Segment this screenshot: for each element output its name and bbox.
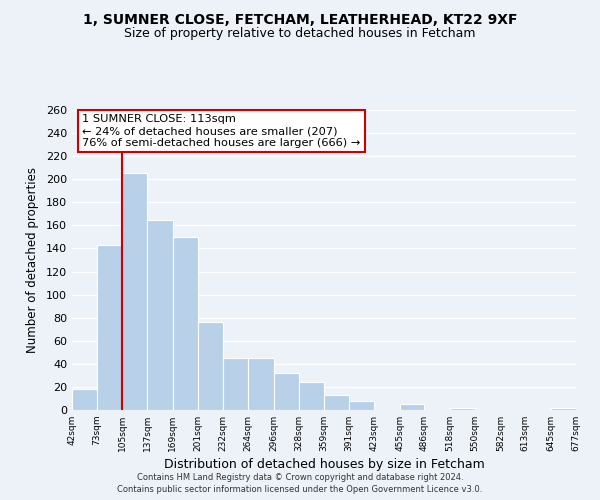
Bar [450,408,475,410]
Bar [349,401,374,410]
Bar [173,237,198,410]
Bar [223,358,248,410]
Bar [122,174,148,410]
Bar [248,358,274,410]
X-axis label: Distribution of detached houses by size in Fetcham: Distribution of detached houses by size … [164,458,484,471]
Bar [274,373,299,410]
Text: 1, SUMNER CLOSE, FETCHAM, LEATHERHEAD, KT22 9XF: 1, SUMNER CLOSE, FETCHAM, LEATHERHEAD, K… [83,12,517,26]
Text: Size of property relative to detached houses in Fetcham: Size of property relative to detached ho… [124,28,476,40]
Bar [198,322,223,410]
Bar [148,220,173,410]
Text: 1 SUMNER CLOSE: 113sqm
← 24% of detached houses are smaller (207)
76% of semi-de: 1 SUMNER CLOSE: 113sqm ← 24% of detached… [82,114,361,148]
Bar [400,404,424,410]
Bar [323,395,349,410]
Y-axis label: Number of detached properties: Number of detached properties [26,167,39,353]
Bar [72,389,97,410]
Bar [551,408,576,410]
Bar [97,245,122,410]
Bar [299,382,323,410]
Text: Contains public sector information licensed under the Open Government Licence v3: Contains public sector information licen… [118,485,482,494]
Text: Contains HM Land Registry data © Crown copyright and database right 2024.: Contains HM Land Registry data © Crown c… [137,472,463,482]
